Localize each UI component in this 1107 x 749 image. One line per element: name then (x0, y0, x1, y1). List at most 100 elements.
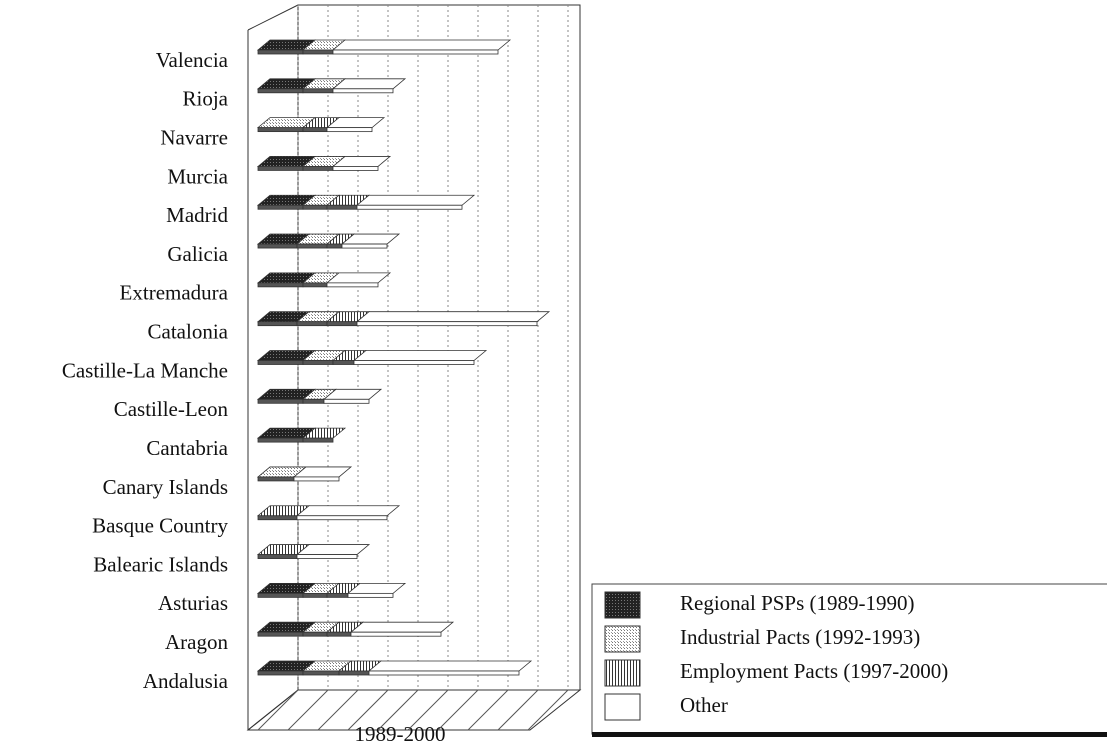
y-tick-label: Rioja (183, 87, 229, 111)
y-tick-label: Castille-La Manche (62, 358, 228, 382)
side-edge (247, 689, 299, 731)
bar-segment (301, 427, 347, 443)
floor-grid-line (527, 689, 569, 731)
bar-front (257, 398, 304, 404)
bar-front (257, 476, 295, 482)
floor-grid-line (287, 689, 329, 731)
bar-segment (331, 78, 407, 94)
bar-front (326, 243, 343, 249)
bar-segment (292, 466, 353, 482)
legend-swatch (604, 625, 641, 653)
y-tick-label: Navarre (160, 125, 228, 149)
bar-segment (346, 582, 407, 598)
floor-grid-line (377, 689, 419, 731)
bar-top (367, 660, 533, 672)
bar-front (302, 398, 325, 404)
bar-front (332, 166, 379, 171)
bar-front (326, 592, 349, 598)
y-tick-label: Aragon (165, 630, 228, 654)
legend-swatch (604, 659, 641, 687)
legend-swatch (604, 693, 641, 721)
legend-label: Employment Pacts (1997-2000) (680, 659, 948, 683)
bar-segment (355, 194, 476, 210)
bar-segment (256, 544, 311, 559)
bar-front (257, 515, 298, 521)
bar-segment (355, 311, 551, 327)
bar-front (257, 88, 304, 94)
y-tick-label: Extremadura (120, 281, 229, 305)
bar-front (347, 592, 394, 598)
bar-top (295, 544, 371, 555)
bar-top (349, 621, 455, 633)
y-tick-label: Andalusia (143, 669, 229, 693)
floor-grid-line (497, 689, 539, 731)
y-tick-label: Basque Country (92, 514, 228, 538)
bar-front (332, 49, 499, 55)
bar-front (257, 592, 304, 598)
bar-front (296, 515, 388, 521)
y-tick-label: Murcia (167, 164, 228, 188)
legend-label: Regional PSPs (1989-1990) (680, 591, 915, 615)
bar-front (302, 88, 334, 94)
bar-front (323, 398, 370, 404)
y-tick-label: Canary Islands (103, 475, 228, 499)
bar-front (338, 670, 370, 676)
bar-segment (325, 117, 386, 133)
legend-swatch (604, 591, 641, 619)
legend-box (591, 583, 1107, 735)
bar-segment (256, 388, 317, 404)
floor-grid-line (257, 689, 299, 731)
bar-front (296, 321, 328, 327)
y-tick-label: Madrid (166, 203, 228, 227)
bar-front (257, 204, 304, 210)
bar-front (302, 49, 334, 55)
bar-front (257, 127, 304, 133)
bar-top (331, 39, 512, 51)
bar-front (302, 670, 340, 676)
legend-shadow (592, 732, 1107, 737)
y-tick-label: Cantabria (146, 436, 228, 460)
bar-front (302, 592, 328, 598)
floor-grid-line (437, 689, 479, 731)
bar-segment (295, 544, 371, 559)
bar-front (302, 437, 334, 443)
bar-front (302, 127, 328, 133)
bar-front (257, 321, 298, 327)
legend-label: Industrial Pacts (1992-1993) (680, 625, 920, 649)
bar-front (302, 166, 334, 171)
bar-front (368, 670, 520, 676)
bar-front (257, 166, 304, 171)
bar-front (257, 243, 298, 249)
y-tick-label: Catalonia (148, 320, 229, 344)
y-tick-label: Galicia (167, 242, 228, 266)
bar-front (353, 360, 475, 365)
bar-front (332, 360, 355, 365)
bar-front (302, 631, 328, 637)
bar-top (355, 194, 476, 206)
bar-segment (331, 39, 512, 55)
bar-front (326, 127, 373, 133)
bar-top (352, 350, 488, 361)
bar-front (257, 554, 298, 559)
bar-front (332, 88, 394, 94)
bar-top (331, 78, 407, 90)
bar-segment (325, 194, 371, 210)
bar-segment (352, 350, 488, 365)
bar-front (341, 243, 388, 249)
bar-front (302, 360, 334, 365)
bar-front (257, 282, 304, 288)
bar-front (326, 321, 358, 327)
bar-segment (325, 272, 392, 288)
y-tick-label: Balearic Islands (93, 552, 228, 576)
bar-top (355, 311, 551, 323)
bar-front (257, 49, 304, 55)
y-tick-label: Asturias (158, 591, 228, 615)
bar-segment (367, 660, 533, 676)
floor-grid-line (317, 689, 359, 731)
bar-front (326, 282, 379, 288)
bar-front (356, 204, 463, 210)
bar-front (326, 204, 358, 210)
bar-front (326, 631, 352, 637)
bar-segment (340, 233, 401, 249)
